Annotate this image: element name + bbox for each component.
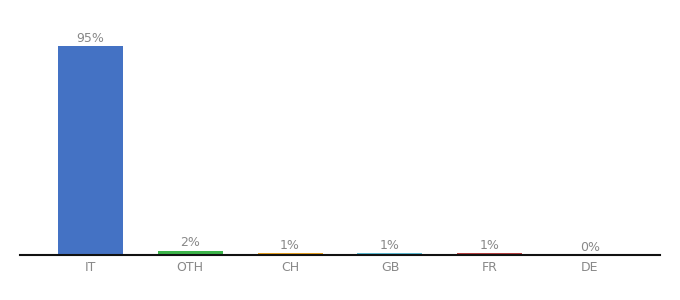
Text: 0%: 0% [579,241,600,254]
Text: 95%: 95% [76,32,104,45]
Bar [58,46,123,255]
Text: 1%: 1% [480,239,500,252]
Bar [358,253,422,255]
Text: 2%: 2% [180,236,200,250]
Bar [258,253,322,255]
Bar [458,253,522,255]
Text: 1%: 1% [280,239,300,252]
Bar [158,250,222,255]
Text: 1%: 1% [380,239,400,252]
